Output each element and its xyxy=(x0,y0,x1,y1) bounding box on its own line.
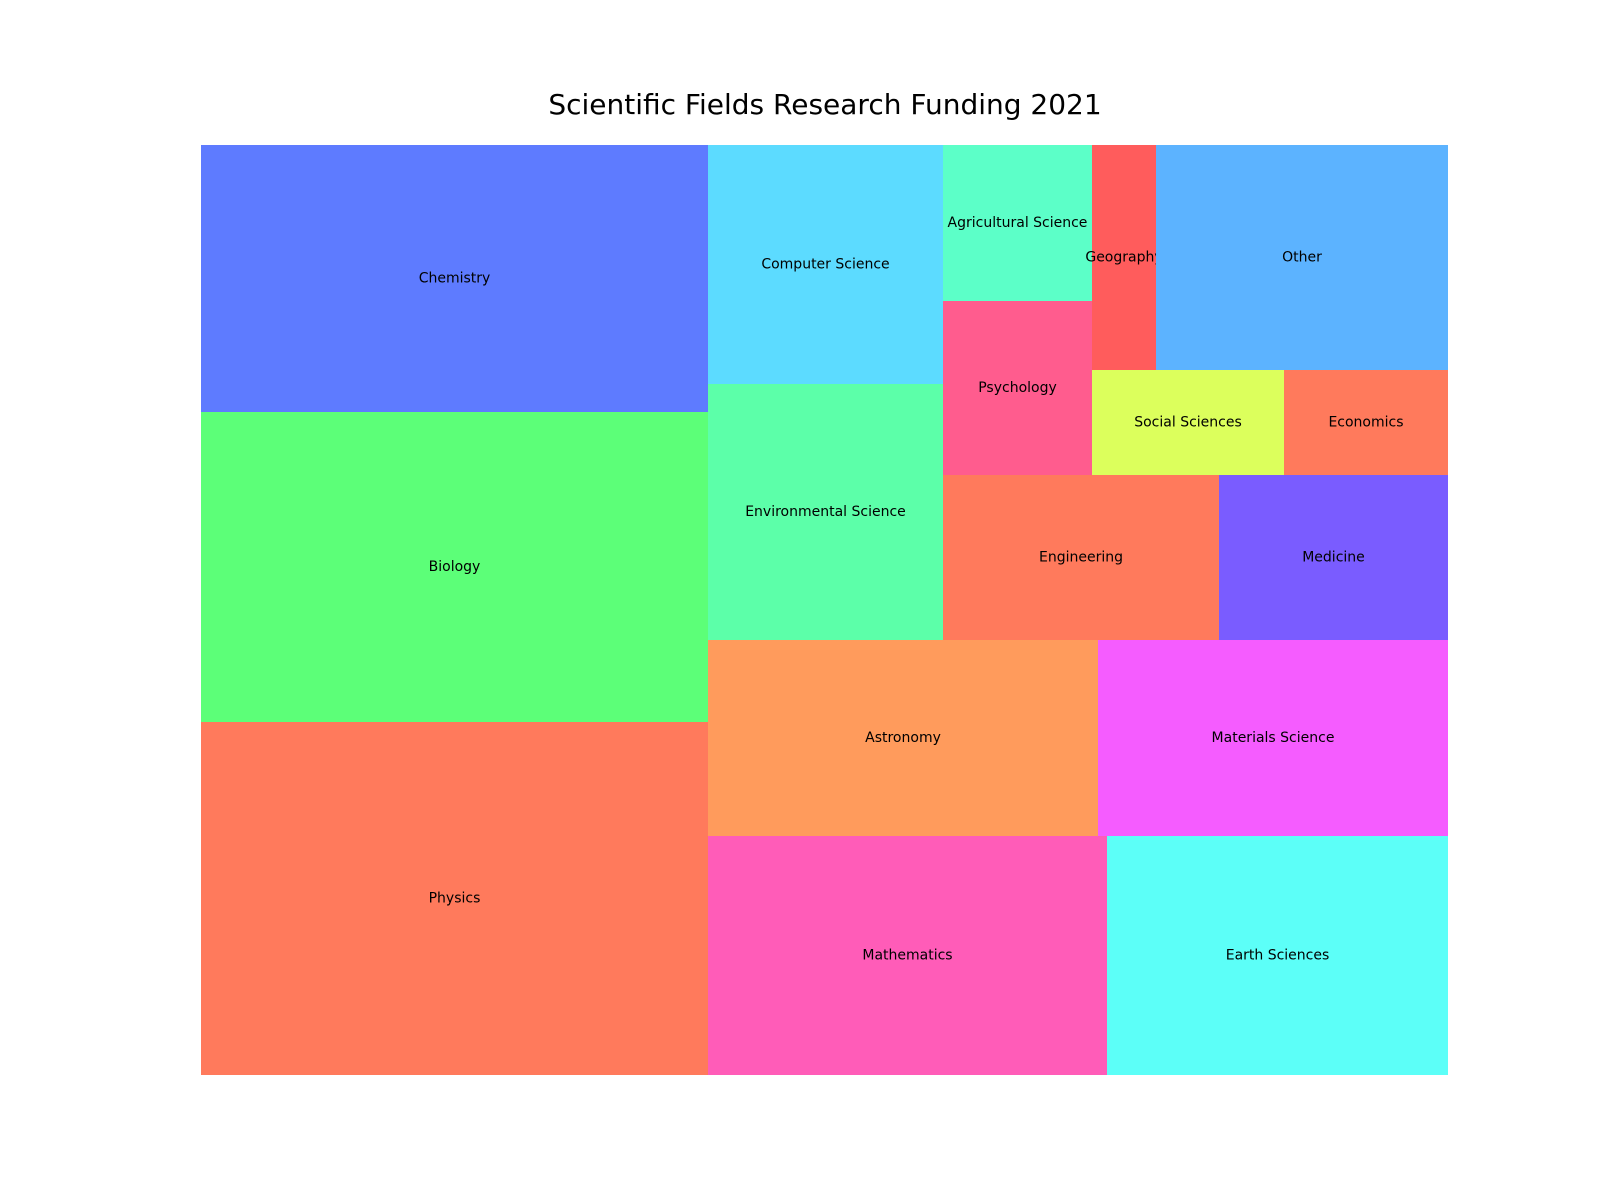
treemap-tile-biology xyxy=(201,412,708,722)
treemap-tile-engineering xyxy=(943,475,1219,640)
treemap-label-earth-sciences: Earth Sciences xyxy=(1226,948,1330,964)
treemap-tile-medicine xyxy=(1219,475,1448,640)
treemap-label-physics: Physics xyxy=(429,891,481,907)
treemap-tile-astronomy xyxy=(708,640,1098,836)
treemap-label-engineering: Engineering xyxy=(1039,550,1123,566)
treemap-label-geography: Geography xyxy=(1085,250,1162,266)
treemap-label-astronomy: Astronomy xyxy=(865,730,941,746)
treemap-tile-mathematics xyxy=(708,836,1107,1075)
treemap-tile-economics xyxy=(1284,370,1448,475)
treemap-label-psychology: Psychology xyxy=(978,380,1057,396)
treemap-tile-computer-science xyxy=(708,145,943,384)
treemap-tile-social-sciences xyxy=(1092,370,1284,475)
treemap-label-environmental-science: Environmental Science xyxy=(745,504,906,520)
treemap-label-agricultural-science: Agricultural Science xyxy=(948,215,1088,231)
treemap-tile-chemistry xyxy=(201,145,708,412)
treemap-label-biology: Biology xyxy=(429,559,481,575)
treemap-tile-earth-sciences xyxy=(1107,836,1448,1075)
treemap-label-chemistry: Chemistry xyxy=(419,271,491,287)
treemap-label-economics: Economics xyxy=(1328,415,1403,431)
treemap-label-other: Other xyxy=(1282,250,1322,266)
treemap-label-computer-science: Computer Science xyxy=(761,257,889,273)
treemap-tile-physics xyxy=(201,722,708,1075)
chart-title: Scientific Fields Research Funding 2021 xyxy=(548,88,1102,121)
treemap-label-materials-science: Materials Science xyxy=(1212,730,1335,746)
treemap-label-social-sciences: Social Sciences xyxy=(1134,415,1242,431)
treemap-tile-psychology xyxy=(943,301,1092,475)
treemap-label-mathematics: Mathematics xyxy=(862,948,952,964)
treemap-label-medicine: Medicine xyxy=(1302,550,1365,566)
treemap-tile-environmental-science xyxy=(708,384,943,640)
treemap-tile-materials-science xyxy=(1098,640,1448,836)
treemap-tile-other xyxy=(1156,145,1448,370)
treemap-tile-geography xyxy=(1092,145,1156,370)
treemap-tile-agricultural-science xyxy=(943,145,1092,301)
